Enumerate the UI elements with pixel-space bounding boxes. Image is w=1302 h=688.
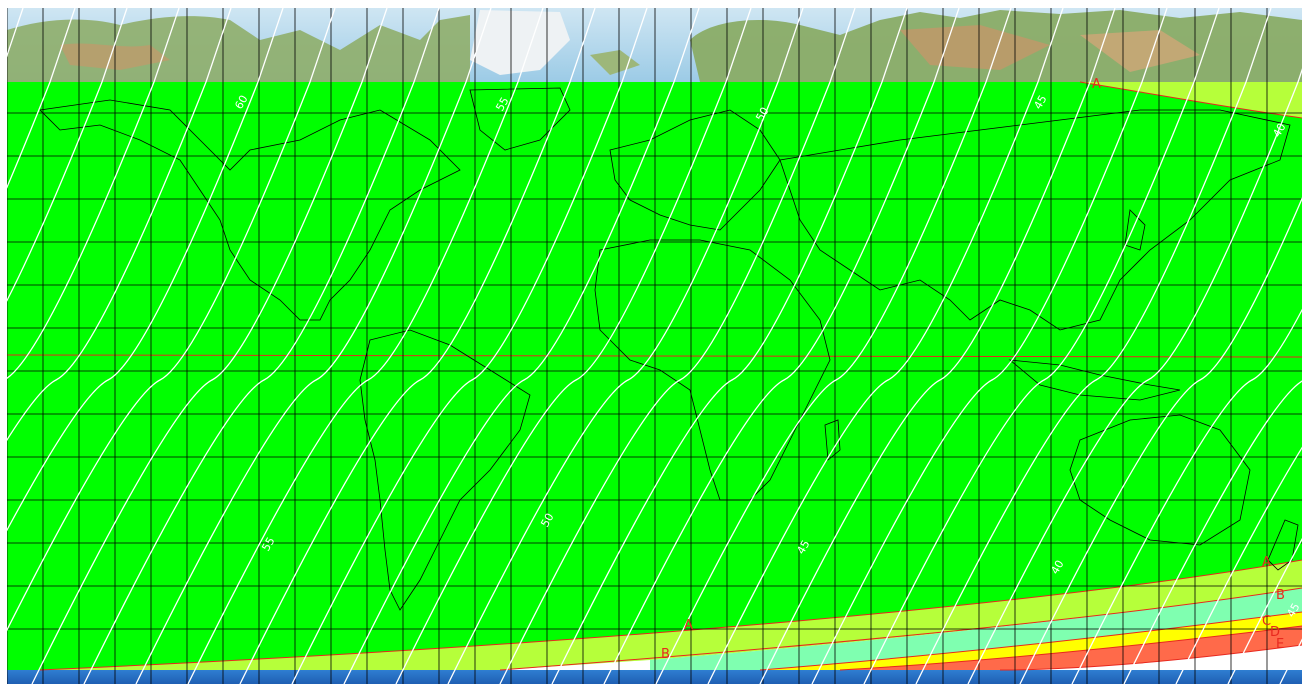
contour-line [7, 8, 284, 532]
contour-line [499, 8, 856, 684]
zone-d-e [840, 626, 1302, 670]
contour-line [603, 8, 960, 684]
contour-line [395, 8, 752, 684]
contour-label: 45 [1284, 601, 1302, 620]
contour-label: 50 [753, 105, 771, 124]
contour-line [1175, 446, 1302, 684]
north-landmasses [7, 10, 1302, 82]
contour-label: 45 [1031, 93, 1049, 112]
contour-label: 55 [259, 535, 277, 554]
zone-label-d: D [1270, 625, 1280, 640]
new-zealand-outline [1267, 519, 1299, 571]
contour-label: 40 [1270, 121, 1288, 140]
indonesia-outline [1008, 359, 1181, 401]
contour-label: 50 [538, 511, 556, 530]
contour-line [1123, 380, 1302, 684]
zone-label-b: B [661, 647, 670, 662]
contour-line [863, 8, 1220, 684]
zone-label-c: C [1262, 614, 1271, 629]
contour-label: 55 [493, 95, 511, 114]
asia-outline [779, 109, 1291, 331]
australia-outline [1069, 414, 1251, 546]
contour-line [31, 8, 388, 684]
contour-line [967, 68, 1302, 684]
contour-line [551, 8, 908, 684]
zone-labels: A A A B B C D E [661, 77, 1285, 662]
contour-line [915, 8, 1272, 684]
zone-label-a: A [1262, 555, 1271, 570]
europe-outline [609, 109, 781, 231]
contour-label: 45 [794, 538, 812, 557]
contour-line [7, 8, 232, 442]
zone-b-c [650, 588, 1302, 670]
contour-line [447, 8, 804, 684]
contour-line [135, 8, 492, 684]
zone-label-b: B [1276, 588, 1285, 603]
madagascar-outline [824, 419, 841, 461]
contour-line [7, 8, 180, 379]
contour-line [343, 8, 700, 684]
boundary-lines [7, 81, 1302, 671]
zone-label-a: A [684, 618, 693, 633]
contour-line [7, 8, 128, 302]
boundary-a [39, 559, 1302, 671]
contour-line [759, 8, 1116, 684]
contour-line [187, 8, 544, 684]
japan-outline [1124, 209, 1146, 251]
boundary-b [499, 587, 1302, 671]
boundary-a-north [1079, 81, 1302, 119]
contour-line [707, 8, 1064, 684]
continent-outlines [39, 87, 1299, 611]
greenland-outline [469, 87, 571, 151]
contour-line [83, 8, 440, 684]
boundary-d [839, 625, 1302, 671]
boundary-c [759, 611, 1302, 671]
contour-label: 60 [232, 93, 250, 112]
graticule [7, 8, 1302, 684]
contour-line [1071, 308, 1302, 684]
contour-curves [7, 8, 1302, 684]
contour-labels: 60 55 50 45 40 55 50 45 40 45 [232, 93, 1302, 620]
zone-label-a: A [1092, 77, 1101, 92]
contour-line [1019, 197, 1302, 684]
zone-label-e: E [1276, 637, 1284, 652]
contour-line [655, 8, 1012, 684]
main-zone [7, 82, 1302, 670]
north-america-outline [39, 99, 461, 321]
contour-line [811, 8, 1168, 684]
contour-line [7, 8, 336, 632]
contour-label: 40 [1048, 558, 1066, 577]
boundary-e [999, 644, 1302, 671]
south-america-outline [359, 329, 531, 611]
contour-line [239, 8, 596, 684]
contour-line [291, 8, 648, 684]
zone-a-b [40, 560, 1302, 670]
